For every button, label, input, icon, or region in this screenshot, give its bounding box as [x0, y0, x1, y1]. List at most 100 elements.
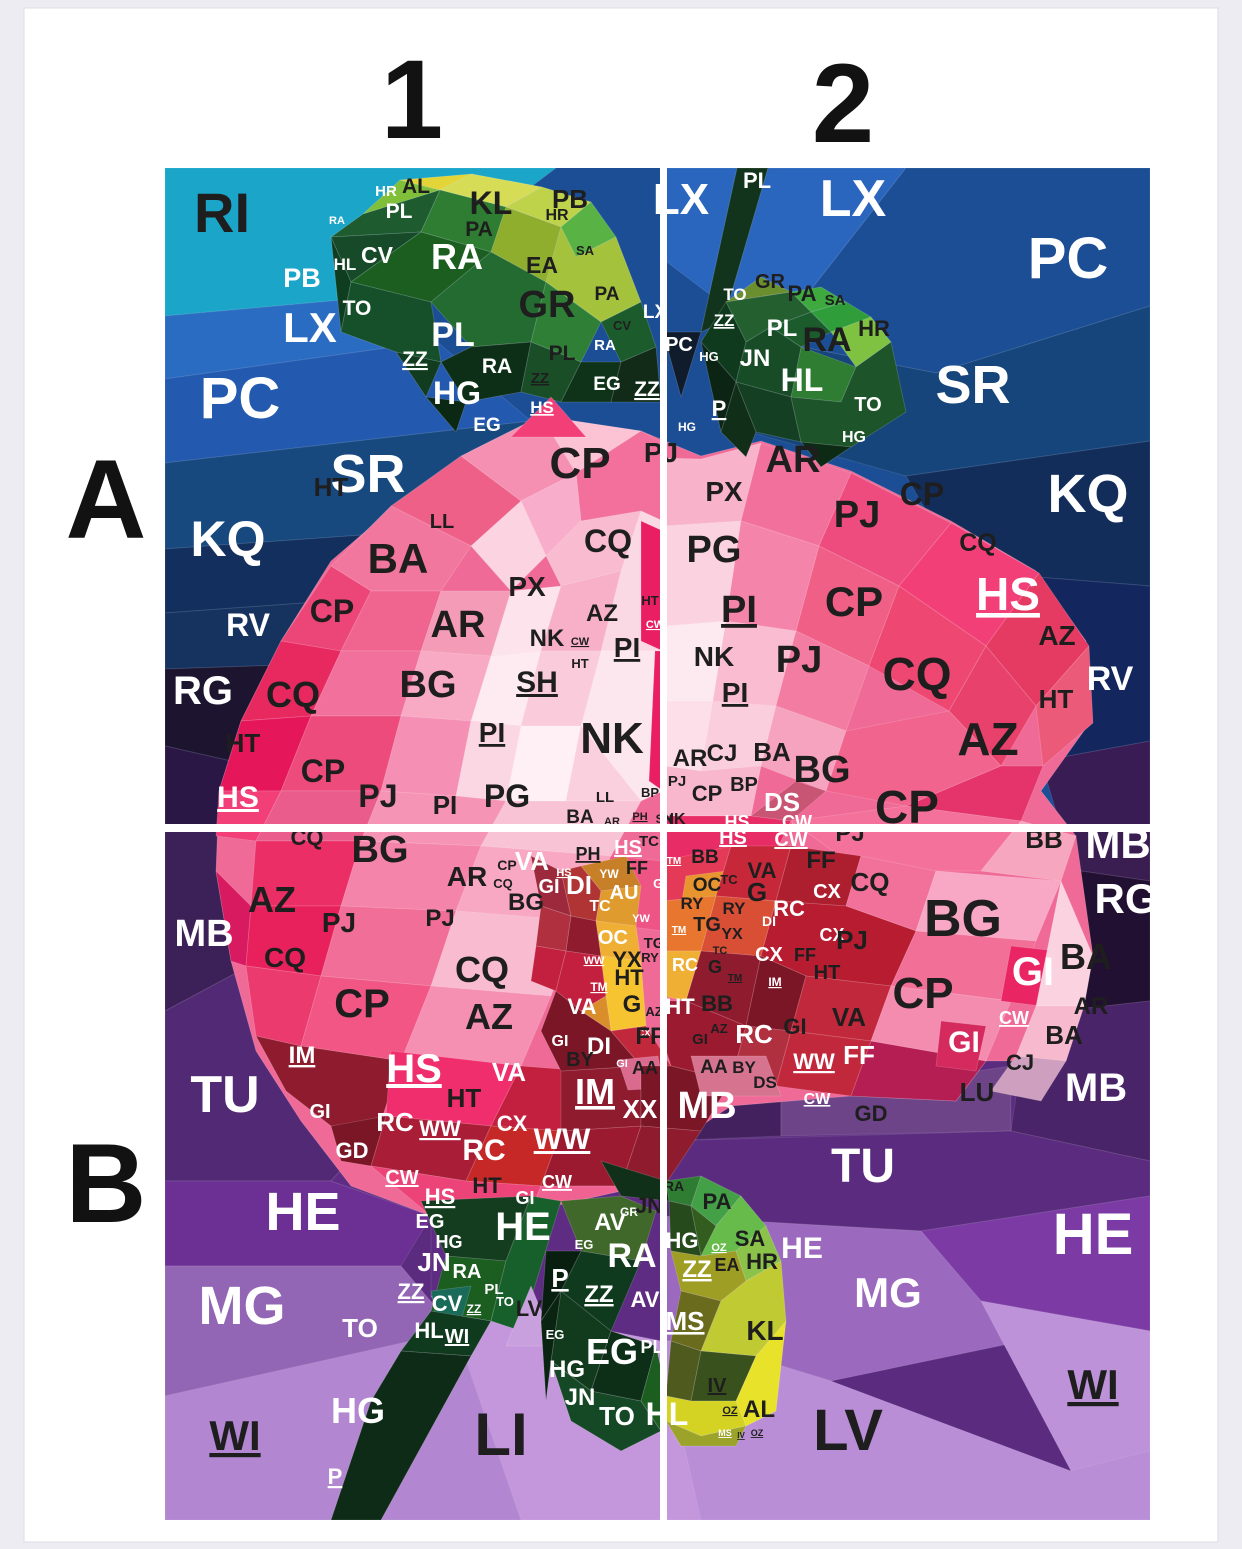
facet-label: EG [473, 415, 500, 436]
facet-label: CQ [266, 674, 320, 715]
facet-label: OZ [722, 1405, 738, 1417]
facet-label: FF [794, 945, 816, 965]
facet-label: TC [589, 898, 611, 915]
facet-label: KQ [191, 511, 266, 567]
facet-label: TO [343, 297, 372, 320]
facet-label: RA [664, 1178, 684, 1194]
facet-label: ZZ [714, 311, 735, 330]
facet-label: CP [892, 969, 953, 1018]
facet-label: CQ [959, 529, 997, 557]
facet-label: TG [693, 914, 721, 936]
facet-label: HE [265, 1182, 340, 1242]
facet-label: CW [804, 1091, 832, 1108]
facet-label: JN [740, 345, 771, 372]
facet-label: YW [599, 867, 619, 881]
facet-label: ZZ [531, 370, 549, 387]
facet-label: RC [735, 1019, 773, 1049]
facet-label: EG [416, 1211, 445, 1233]
facet-label: HS [614, 837, 642, 859]
facet-label: ZZ [634, 378, 660, 401]
facet-label: G [747, 877, 767, 907]
facet-label: VA [568, 994, 597, 1019]
facet-label: RY [681, 894, 705, 913]
facet-label: BB [691, 847, 718, 868]
facet-label: PL [386, 200, 413, 223]
facet-label: LL [430, 511, 454, 533]
facet-label: AA [632, 1058, 658, 1078]
facet-label: CW [774, 829, 807, 851]
facet-label: JN [565, 1384, 596, 1411]
facet-label: HR [545, 207, 569, 224]
facet-label: OZ [711, 1242, 727, 1254]
facet-label: CJ [707, 740, 738, 767]
facet-label: BA [368, 535, 429, 582]
facet-label: PX [705, 476, 743, 507]
facet-label: BG [924, 890, 1002, 948]
facet-label: WI [209, 1412, 260, 1459]
facet-label: PC [200, 366, 281, 431]
facet-label: EG [546, 1327, 565, 1342]
facet-label: PA [465, 218, 493, 241]
facet-label: PC [1028, 226, 1109, 291]
facet-label: AZ [957, 713, 1018, 765]
facet-label: CQ [883, 648, 952, 700]
facet-label: HR [858, 316, 890, 341]
facet-label: CP [549, 439, 610, 488]
facet-label: IV [737, 1431, 745, 1440]
facet-label: GI [309, 1101, 330, 1123]
facet-label: HG [433, 375, 481, 411]
facet-label: BP [641, 785, 659, 800]
facet-label: KL [746, 1315, 783, 1346]
facet-label: TC [639, 833, 659, 850]
facet-label: ZZ [682, 1256, 711, 1283]
facet-label: NK [530, 625, 565, 652]
facet-label: RA [329, 215, 345, 227]
facet-label: OC [693, 875, 722, 896]
facet-label: EG [586, 1331, 638, 1372]
facet-label: PG [484, 778, 530, 814]
facet-label: PA [703, 1189, 732, 1214]
facet-label: HS [217, 781, 259, 814]
facet-label: GD [855, 1101, 888, 1126]
facet-label: SR [330, 444, 405, 504]
facet-label: RA [482, 355, 512, 378]
facet-label: OC [598, 927, 628, 949]
facet-label: AZ [1038, 620, 1075, 651]
facet-label: GI [948, 1026, 980, 1059]
facet-label: HG [666, 1228, 699, 1253]
facet-label: PJ [358, 778, 397, 814]
facet-label: ZZ [402, 348, 428, 371]
facet-label: HS [386, 1047, 442, 1091]
facet-label: RV [226, 607, 271, 643]
facet-label: PJ [425, 905, 454, 932]
facet-label: TU [831, 1140, 895, 1193]
facet-label: HT [472, 1173, 502, 1198]
facet-label: AA [700, 1057, 728, 1078]
top-left-leaf [330, 173, 662, 438]
facet-label: PJ [836, 925, 868, 955]
vertical-divider [660, 168, 667, 1520]
facet-label: BA [1045, 1020, 1083, 1050]
facet-label: LL [596, 789, 614, 806]
facet-label: BY [566, 1049, 594, 1071]
facet-label: PB [283, 263, 321, 293]
facet-label: CQ [584, 523, 632, 559]
facet-label: RA [607, 1237, 656, 1275]
facet-label: PJ [776, 639, 822, 681]
facet-label: HG [549, 1356, 585, 1383]
facet-label: MB [174, 913, 233, 955]
facet-label: GI [515, 1188, 534, 1208]
facet-label: PL [431, 316, 474, 354]
facet-label: RY [641, 950, 659, 965]
facet-label: BB [701, 991, 733, 1016]
facet-label: DI [587, 1033, 611, 1060]
facet-label: RC [462, 1134, 505, 1167]
top-right-leaf-and-stem [662, 167, 907, 468]
facet-label: HT [226, 728, 261, 758]
facet-label: TO [723, 285, 746, 304]
facet-label: HE [1053, 1202, 1134, 1267]
facet-label: CQ [493, 876, 513, 891]
facet-label: TM [672, 925, 686, 936]
